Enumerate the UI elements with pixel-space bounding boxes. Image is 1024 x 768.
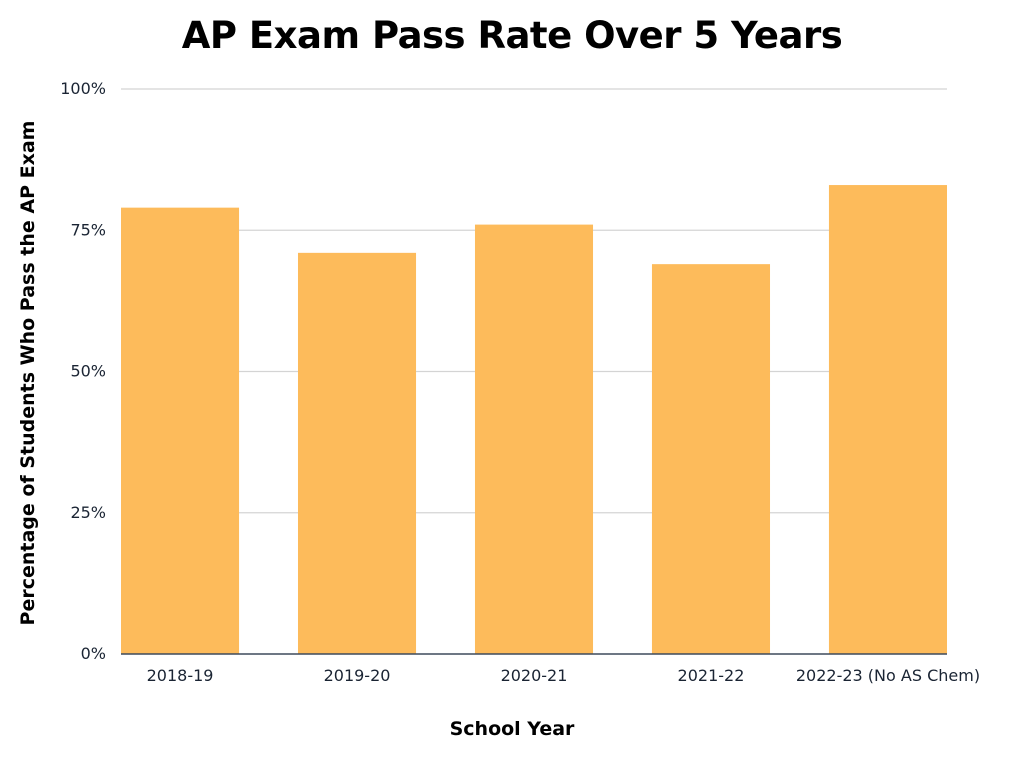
- x-tick-label: 2022-23 (No AS Chem): [796, 666, 980, 685]
- x-tick-label: 2021-22: [678, 666, 745, 685]
- x-axis-title: School Year: [450, 718, 575, 740]
- x-tick-label: 2018-19: [147, 666, 214, 685]
- y-axis-title: Percentage of Students Who Pass the AP E…: [17, 121, 39, 626]
- bar: [121, 208, 239, 654]
- y-tick-labels: 0% 25% 50% 75% 100%: [60, 79, 106, 663]
- y-tick-label: 50%: [70, 362, 106, 381]
- y-tick-label: 75%: [70, 220, 106, 239]
- x-tick-label: 2019-20: [324, 666, 391, 685]
- x-tick-label: 2020-21: [501, 666, 568, 685]
- x-tick-labels: 2018-19 2019-20 2020-21 2021-22 2022-23 (No …: [147, 666, 980, 685]
- bar: [652, 264, 770, 654]
- bar: [829, 185, 947, 654]
- bar: [298, 253, 416, 654]
- y-tick-label: 100%: [60, 79, 106, 98]
- bar: [475, 225, 593, 654]
- y-tick-label: 25%: [70, 503, 106, 522]
- bars: [121, 185, 947, 654]
- y-tick-label: 0%: [81, 644, 106, 663]
